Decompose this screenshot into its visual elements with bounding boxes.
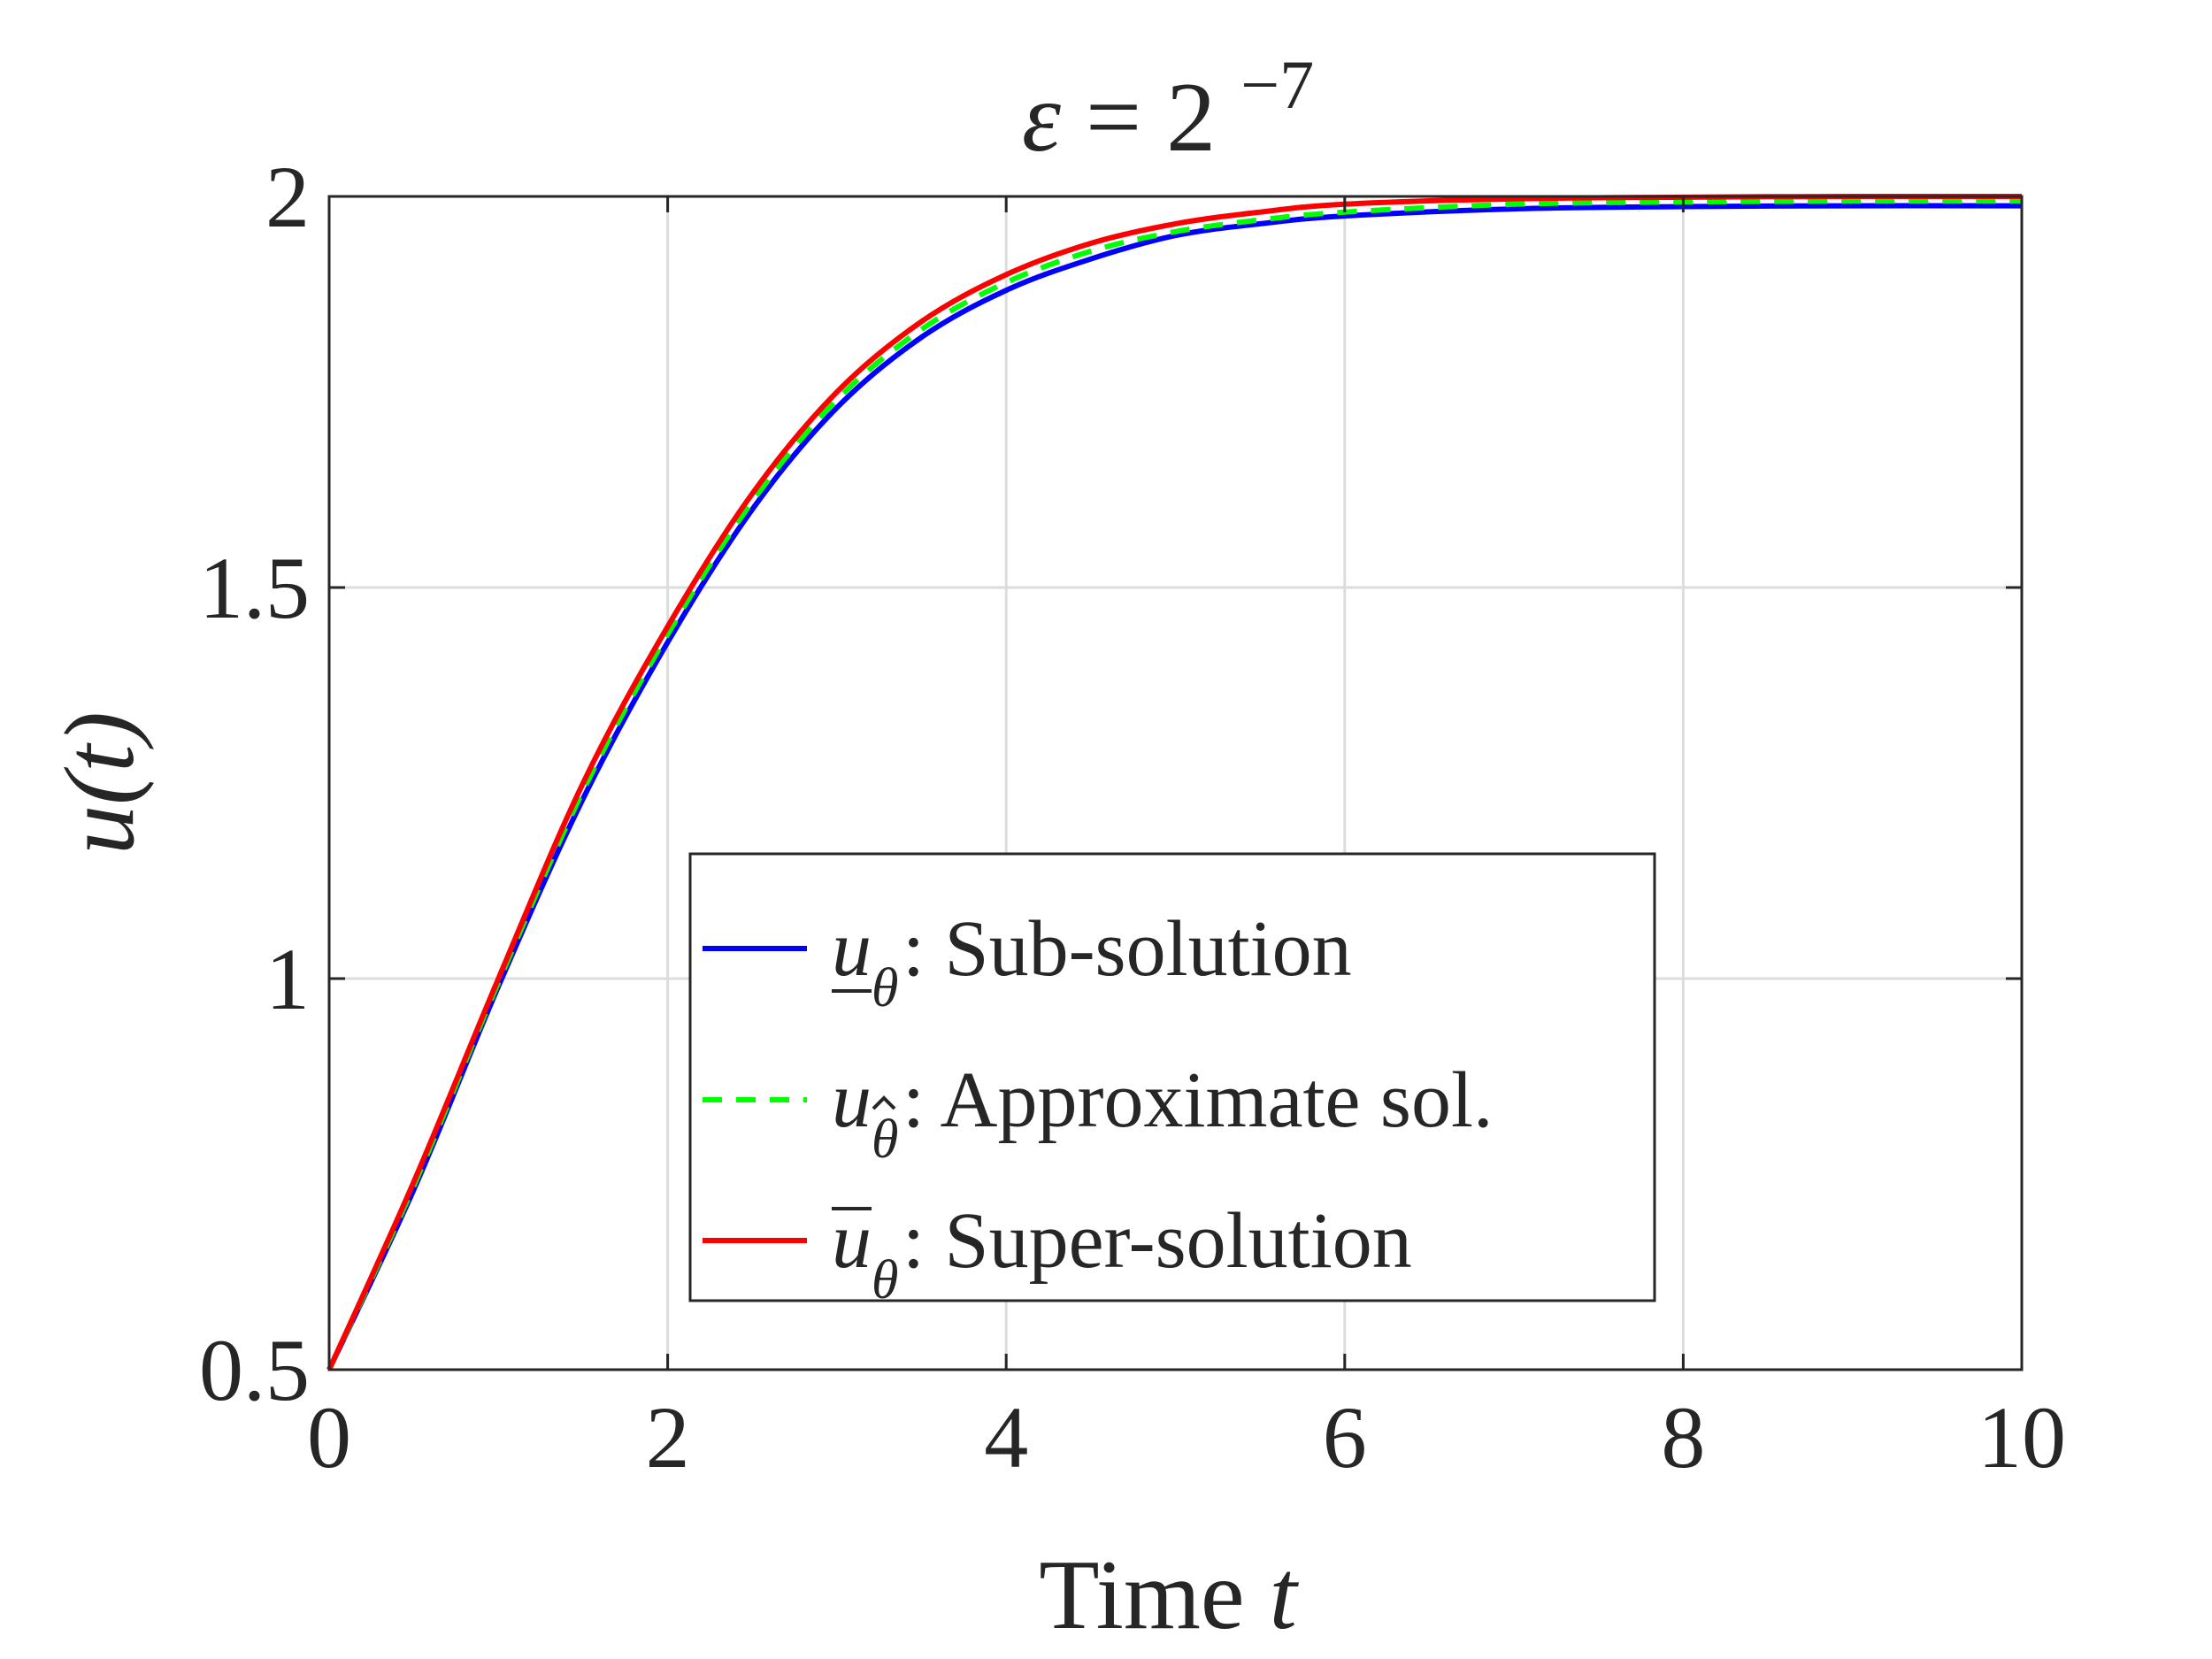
x-tick-label: 0 <box>307 1388 351 1486</box>
legend-box <box>688 852 1656 1302</box>
y-tick-label: 1 <box>265 930 310 1028</box>
y-tick-label: 0.5 <box>199 1321 310 1419</box>
legend-subscript: θ <box>872 1250 898 1310</box>
legend-label-approximate: : Approximate sol. <box>902 1056 1493 1144</box>
y-tick-label: 2 <box>265 148 310 246</box>
legend-subscript: θ <box>872 1110 898 1170</box>
title-exponent: −7 <box>1240 46 1314 123</box>
x-axis-label-text: Time <box>1039 1540 1269 1650</box>
x-tick-label: 6 <box>1323 1388 1367 1486</box>
series-line-approximate <box>326 198 2023 1371</box>
tick-labels: 0 2 4 6 8 10 0.5 1 1.5 2 <box>199 148 2066 1486</box>
tick-marks <box>327 195 2024 1371</box>
legend-symbol: u <box>832 1197 872 1285</box>
title-equals: = <box>1086 63 1166 173</box>
x-tick-label: 2 <box>646 1388 690 1486</box>
x-axis-label: Time t <box>1039 1540 1299 1650</box>
y-tick-label: 1.5 <box>199 539 310 637</box>
x-tick-label: 10 <box>1978 1388 2066 1486</box>
y-axis-label: u(t) <box>45 711 155 855</box>
axes-box <box>327 195 2024 1371</box>
legend-symbol: u <box>832 1056 872 1144</box>
grid <box>329 196 2022 1370</box>
legend-subscript: θ <box>872 958 898 1018</box>
legend-hat-mark <box>872 1095 896 1110</box>
x-tick-label: 8 <box>1661 1388 1705 1486</box>
chart-title: ε = 2 −7 <box>1022 46 1314 173</box>
title-base: 2 <box>1166 63 1216 173</box>
legend-label-super-solution: : Super-solution <box>902 1197 1412 1285</box>
legend-symbol: u <box>832 905 872 993</box>
x-axis-label-var: t <box>1270 1540 1300 1650</box>
legend-label-sub-solution: : Sub-solution <box>902 905 1352 993</box>
x-tick-label: 4 <box>984 1388 1028 1486</box>
title-symbol: ε <box>1022 63 1062 173</box>
